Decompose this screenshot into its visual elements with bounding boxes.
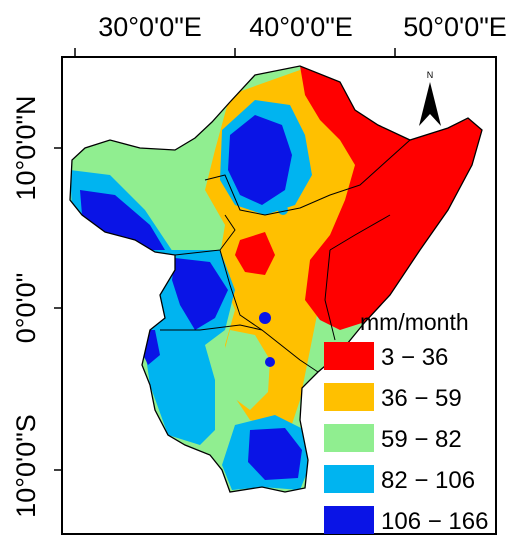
longitude-label-30e: 30°0'0"E xyxy=(98,12,202,42)
north-arrow-icon: N xyxy=(419,70,441,126)
longitude-label-50e: 50°0'0"E xyxy=(403,12,507,42)
legend-swatch-3 xyxy=(324,465,374,493)
class-59-82-tanzania xyxy=(222,330,270,410)
legend-title: mm/month xyxy=(360,309,469,335)
class-82-106-spot-3 xyxy=(278,205,288,215)
legend-swatch-4 xyxy=(324,506,374,534)
latitude-label-0: 0°0'0" xyxy=(11,273,41,344)
latitude-label-10n: 10°0'0"N xyxy=(11,95,41,200)
latitude-label-10s: 10°0'0"S xyxy=(11,414,41,518)
legend-label-4: 106 − 166 xyxy=(381,508,488,535)
legend-swatch-2 xyxy=(324,424,374,452)
legend-label-2: 59 − 82 xyxy=(381,426,462,453)
legend-label-1: 36 − 59 xyxy=(381,385,462,412)
class-106-166-lakes xyxy=(172,258,228,330)
longitude-label-40e: 40°0'0"E xyxy=(249,12,353,42)
legend: mm/month 3 − 36 36 − 59 59 − 82 82 − 106 106… xyxy=(324,309,488,535)
class-3-36-region-nw xyxy=(235,232,275,275)
class-106-166-west xyxy=(80,190,168,255)
legend-swatch-1 xyxy=(324,383,374,411)
country-borders xyxy=(160,139,411,373)
graticule-ticks xyxy=(54,48,396,471)
legend-swatch-0 xyxy=(324,342,374,370)
class-106-166-south xyxy=(248,428,302,480)
class-106-166-highlands xyxy=(228,115,292,205)
legend-label-3: 82 − 106 xyxy=(381,467,475,494)
legend-label-0: 3 − 36 xyxy=(381,344,448,371)
region-outline xyxy=(69,65,483,493)
class-106-166-spot-2 xyxy=(265,357,275,367)
class-106-166-spot-1 xyxy=(259,312,271,324)
north-arrow-label: N xyxy=(427,70,434,80)
